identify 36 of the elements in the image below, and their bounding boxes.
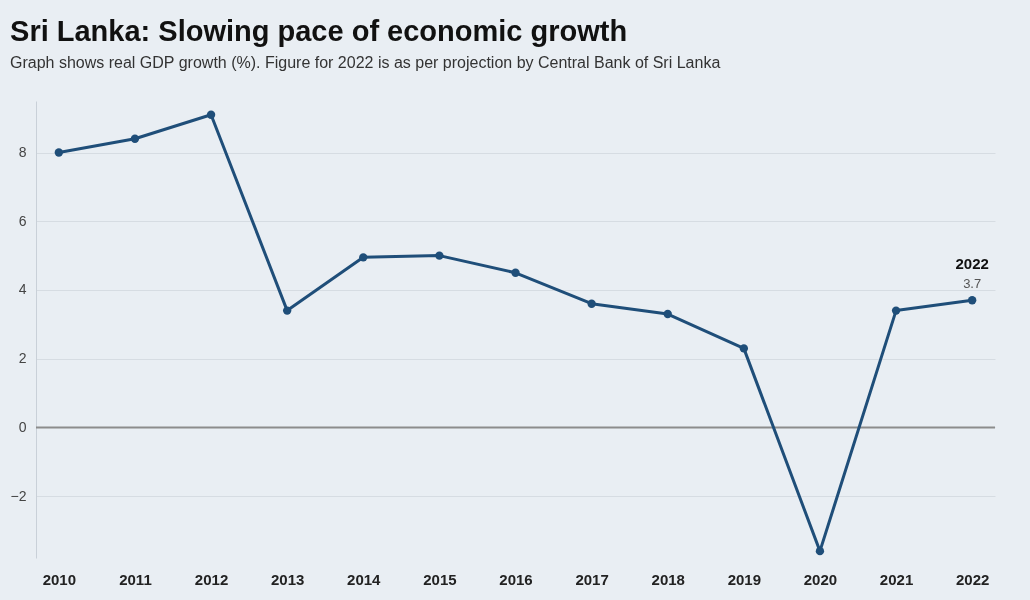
y-tick-label: −2 xyxy=(10,487,27,504)
y-tick-label: 8 xyxy=(18,144,27,161)
x-tick-label: 2022 xyxy=(955,570,990,588)
data-label: 3.7 xyxy=(963,276,982,292)
y-tick-label: 2 xyxy=(18,350,27,367)
point xyxy=(891,306,901,315)
point xyxy=(967,296,977,305)
point xyxy=(587,299,596,308)
point xyxy=(359,253,368,262)
y-tick-label: 4 xyxy=(18,281,27,298)
x-tick-label: 2010 xyxy=(42,570,77,588)
x-tick-label: 2011 xyxy=(119,570,152,588)
x-tick-label: 2021 xyxy=(879,570,914,588)
x-tick-label: 2019 xyxy=(727,570,762,588)
x-tick-label: 2014 xyxy=(347,570,382,588)
point xyxy=(54,148,64,157)
x-tick-label: 2020 xyxy=(803,570,838,588)
point xyxy=(130,134,140,143)
x-tick-label: 2015 xyxy=(423,570,457,588)
x-tick-label: 2016 xyxy=(499,570,533,588)
point xyxy=(739,344,749,353)
point xyxy=(511,268,520,277)
point xyxy=(206,110,216,119)
y-tick-label: 0 xyxy=(18,418,27,435)
chart-title: Sri Lanka: Slowing pace of economic growth xyxy=(10,15,628,47)
x-tick-label: 2018 xyxy=(651,570,685,588)
x-tick-label: 2017 xyxy=(575,570,609,588)
y-tick-label: 6 xyxy=(18,212,27,229)
point xyxy=(815,546,825,556)
x-tick-label: 2013 xyxy=(270,570,305,588)
point xyxy=(435,251,444,260)
chart-subtitle: Graph shows real GDP growth (%). Figure for 2022 is as per projection by Central Bank of Sri Lanka xyxy=(10,54,721,71)
x-tick-label: 2012 xyxy=(194,570,229,588)
point xyxy=(282,306,292,315)
point xyxy=(663,309,672,319)
annotation: 2022 xyxy=(955,255,989,273)
